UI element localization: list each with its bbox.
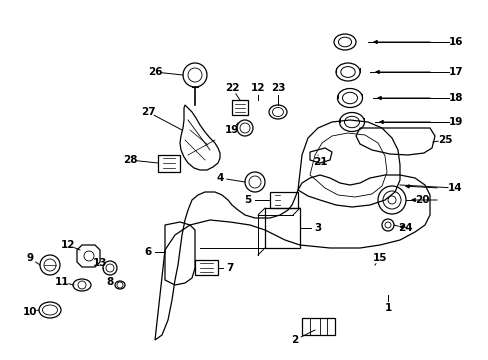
Text: 22: 22 xyxy=(224,83,239,93)
Text: 24: 24 xyxy=(397,223,411,233)
Text: 6: 6 xyxy=(144,247,151,257)
Text: 14: 14 xyxy=(447,183,461,193)
Text: 8: 8 xyxy=(106,277,113,287)
Text: 27: 27 xyxy=(141,107,155,117)
Text: 11: 11 xyxy=(55,277,69,287)
Text: 21: 21 xyxy=(312,157,326,167)
Text: 16: 16 xyxy=(448,37,462,47)
Text: 25: 25 xyxy=(437,135,451,145)
Text: 26: 26 xyxy=(147,67,162,77)
Text: 3: 3 xyxy=(314,223,321,233)
Text: 15: 15 xyxy=(372,253,386,263)
Text: 13: 13 xyxy=(93,258,107,268)
Text: 12: 12 xyxy=(61,240,75,250)
Text: 7: 7 xyxy=(226,263,233,273)
Text: 4: 4 xyxy=(216,173,223,183)
Text: 12: 12 xyxy=(250,83,264,93)
Text: 10: 10 xyxy=(23,307,37,317)
Text: 20: 20 xyxy=(414,195,428,205)
Text: 23: 23 xyxy=(270,83,285,93)
Text: 2: 2 xyxy=(291,335,298,345)
Text: 17: 17 xyxy=(448,67,462,77)
Text: 1: 1 xyxy=(384,303,391,313)
Text: 9: 9 xyxy=(26,253,34,263)
Text: 19: 19 xyxy=(224,125,239,135)
Text: 18: 18 xyxy=(448,93,462,103)
Text: 19: 19 xyxy=(448,117,462,127)
Text: 5: 5 xyxy=(244,195,251,205)
Text: 28: 28 xyxy=(122,155,137,165)
